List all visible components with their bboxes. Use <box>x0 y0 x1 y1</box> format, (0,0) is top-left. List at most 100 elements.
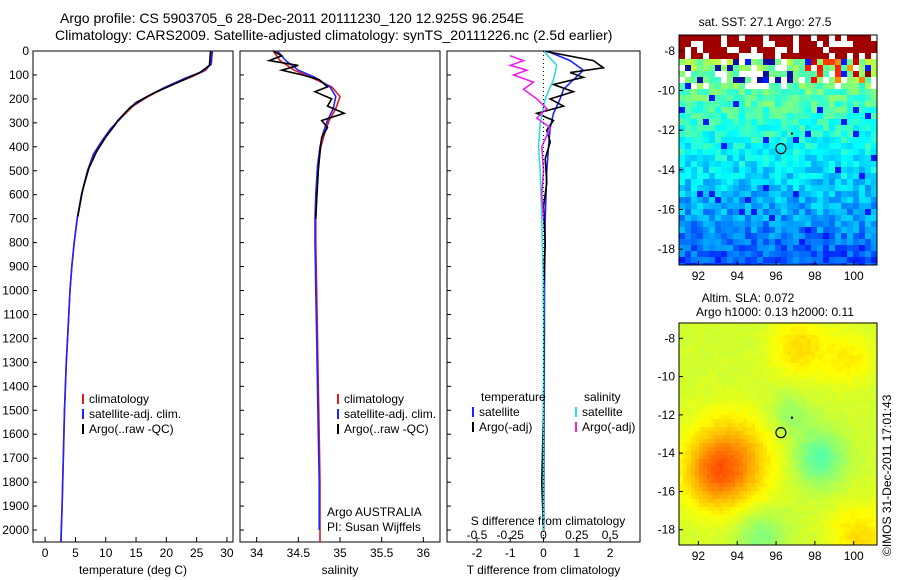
sla-map-cell <box>771 495 775 499</box>
sla-map-cell <box>839 339 843 343</box>
sla-map-cell <box>771 467 775 471</box>
sla-map-cell <box>739 363 743 367</box>
sla-map-cell <box>771 363 775 367</box>
sst-map-cell <box>721 185 727 191</box>
sla-map-cell <box>815 487 819 491</box>
sst-map-cell <box>691 77 697 83</box>
sla-map-cell <box>831 519 835 523</box>
sst-map-cell <box>859 119 865 125</box>
sla-map-cell <box>715 339 719 343</box>
sla-map-cell <box>763 335 767 339</box>
sst-map-cell <box>727 59 733 65</box>
sla-map-cell <box>871 343 875 347</box>
sla-map-cell <box>807 467 811 471</box>
sst-map-cell <box>811 155 817 161</box>
sla-map-cell <box>787 519 791 523</box>
sst-map-cell <box>841 233 847 239</box>
sla-map-cell <box>719 395 723 399</box>
sla-map-cell <box>691 455 695 459</box>
salinity-legend-label: satellite-adj. clim. <box>344 407 436 421</box>
sla-map-cell <box>747 391 751 395</box>
sla-map-cell <box>759 347 763 351</box>
sla-map-cell <box>747 459 751 463</box>
sla-map-cell <box>787 479 791 483</box>
sst-map-cell <box>721 167 727 173</box>
sst-map-cell <box>817 215 823 221</box>
sla-map-cell <box>819 531 823 535</box>
sla-map-cell <box>795 487 799 491</box>
sla-map-cell <box>679 467 683 471</box>
sst-map-cell <box>727 95 733 101</box>
sst-map-cell <box>805 161 811 167</box>
sla-map-cell <box>831 467 835 471</box>
sst-map-cell <box>757 149 763 155</box>
sla-map-cell <box>707 383 711 387</box>
sla-map-cell <box>847 447 851 451</box>
sla-map-cell <box>823 459 827 463</box>
sla-map-cell <box>691 379 695 383</box>
sla-map-cell <box>731 507 735 511</box>
sla-map-cell <box>691 519 695 523</box>
sla-map-cell <box>775 531 779 535</box>
sla-map-cell <box>683 323 687 327</box>
sla-map-cell <box>779 411 783 415</box>
sla-map-cell <box>823 443 827 447</box>
sst-map-cell <box>751 77 757 83</box>
sst-map-cell <box>805 239 811 245</box>
sla-map-cell <box>679 435 683 439</box>
sla-map-cell <box>847 427 851 431</box>
sla-map-cell <box>847 483 851 487</box>
sla-map-cell <box>715 363 719 367</box>
salinity-series-argo <box>266 50 347 219</box>
sst-map-cell <box>823 137 829 143</box>
depth-tick-label: 300 <box>9 116 29 130</box>
sst-map-cell <box>859 179 865 185</box>
sla-map-cell <box>803 447 807 451</box>
sst-map-cell <box>691 257 697 263</box>
sla-map-cell <box>747 543 751 545</box>
sla-map-cell <box>799 515 803 519</box>
sla-map-cell <box>683 459 687 463</box>
sla-map-cell <box>799 387 803 391</box>
sla-map-cell <box>731 487 735 491</box>
sla-map-cell <box>747 363 751 367</box>
depth-tick-label: 1500 <box>2 403 29 417</box>
sla-map-cell <box>683 375 687 379</box>
sla-map-cell <box>735 523 739 527</box>
sla-map-cell <box>687 535 691 539</box>
sst-map-cell <box>751 143 757 149</box>
sst-map-cell <box>781 125 787 131</box>
sla-map-cell <box>767 503 771 507</box>
sla-map-cell <box>871 355 875 359</box>
sla-map-cell <box>795 439 799 443</box>
sla-map-cell <box>723 375 727 379</box>
sla-map-cell <box>731 371 735 375</box>
sla-map-cell <box>739 515 743 519</box>
sla-map-cell <box>687 503 691 507</box>
sst-map-cell <box>703 119 709 125</box>
sla-map-cell <box>679 543 683 545</box>
sla-map-cell <box>683 395 687 399</box>
sla-map-cell <box>755 443 759 447</box>
sla-map-cell <box>791 531 795 535</box>
sla-map-cell <box>767 479 771 483</box>
sla-map-cell <box>835 343 839 347</box>
sla-map-cell <box>707 423 711 427</box>
sla-map-cell <box>783 407 787 411</box>
sla-map-cell <box>847 535 851 539</box>
sla-map-cell <box>707 339 711 343</box>
sla-map-cell <box>823 511 827 515</box>
sst-map-cell <box>787 257 793 263</box>
sst-map-cell <box>745 263 751 265</box>
sla-map-cell <box>747 411 751 415</box>
sla-map-cell <box>859 459 863 463</box>
sla-map-cell <box>699 351 703 355</box>
sst-map-cell <box>715 257 721 263</box>
sla-map-cell <box>831 383 835 387</box>
sla-map-cell <box>743 531 747 535</box>
sla-map-cell <box>855 527 859 531</box>
sla-map-cell <box>847 407 851 411</box>
sla-map-cell <box>855 459 859 463</box>
sla-map-cell <box>867 455 871 459</box>
sla-map-cell <box>803 335 807 339</box>
